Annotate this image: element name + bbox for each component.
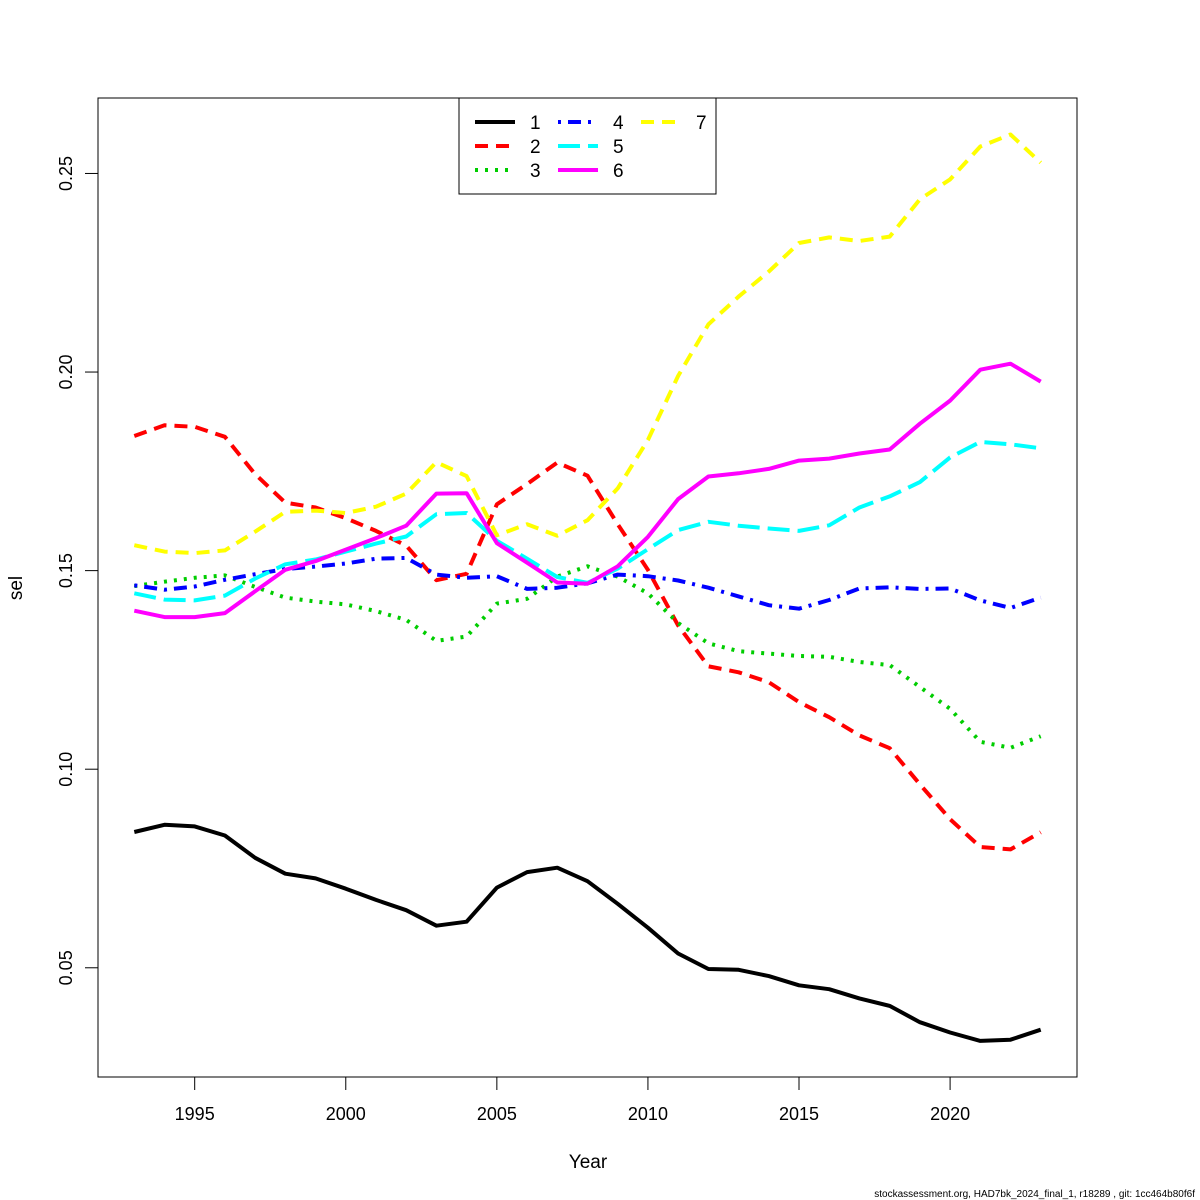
x-tick-label: 1995 <box>175 1104 215 1124</box>
legend-label-4: 4 <box>613 113 624 134</box>
x-tick-label: 2005 <box>477 1104 517 1124</box>
x-tick-label: 2015 <box>779 1104 819 1124</box>
x-axis-title: Year <box>569 1152 608 1173</box>
x-axis: 1995 2000 2005 2010 2015 2020 <box>175 1076 970 1124</box>
legend-label-2: 2 <box>530 137 541 158</box>
x-tick-label: 2000 <box>326 1104 366 1124</box>
series-line-2 <box>133 423 1042 852</box>
legend-label-7: 7 <box>696 113 707 134</box>
legend: 1 2 3 4 5 6 7 <box>458 97 717 195</box>
y-axis-title: sel <box>6 576 27 600</box>
y-tick-label: 0.05 <box>56 950 76 985</box>
y-tick-label: 0.15 <box>56 553 76 588</box>
series-line-6 <box>133 361 1042 620</box>
legend-label-3: 3 <box>530 161 541 182</box>
y-tick-label: 0.25 <box>56 156 76 191</box>
series-line-7 <box>133 132 1043 556</box>
legend-label-1: 1 <box>530 113 541 134</box>
legend-label-5: 5 <box>613 137 624 158</box>
series-line-3 <box>134 564 1042 750</box>
series-line-1 <box>133 822 1042 1043</box>
series-layer <box>133 132 1043 1043</box>
footer-note: stockassessment.org, HAD7bk_2024_final_1… <box>874 1189 1195 1200</box>
x-tick-label: 2020 <box>930 1104 970 1124</box>
x-tick-label: 2010 <box>628 1104 668 1124</box>
y-axis: 0.05 0.10 0.15 0.20 0.25 <box>56 156 99 985</box>
y-tick-label: 0.10 <box>56 752 76 787</box>
y-tick-label: 0.20 <box>56 354 76 389</box>
legend-label-6: 6 <box>613 161 624 182</box>
